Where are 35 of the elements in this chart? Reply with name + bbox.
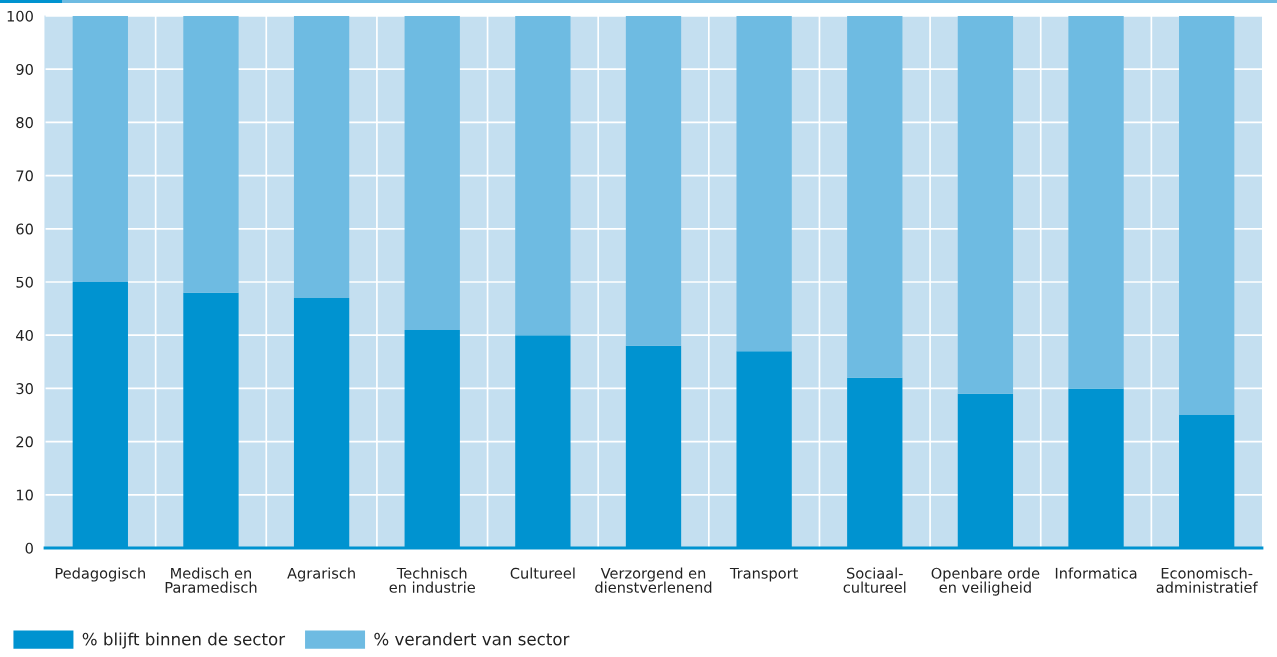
y-tick-label: 40 <box>16 329 33 341</box>
legend-label: % blijft binnen de sector <box>82 632 286 649</box>
x-tick-label: Agrarisch <box>287 567 355 582</box>
bar <box>847 16 903 378</box>
legend-label: % verandert van sector <box>374 632 570 646</box>
x-tick-label: Economisch- administratief <box>1156 567 1258 593</box>
x-tick-label: Technisch en industrie <box>389 567 475 593</box>
bar <box>404 16 460 330</box>
bar <box>515 16 571 336</box>
x-tick-label: Sociaal- cultureel <box>843 567 906 593</box>
y-tick-label: 10 <box>16 489 33 501</box>
y-tick-label: 30 <box>16 383 33 395</box>
y-tick-label: 70 <box>16 170 33 182</box>
bar <box>736 16 792 352</box>
x-tick-label: Cultureel <box>510 567 575 579</box>
x-tick-label: Pedagogisch <box>55 567 145 582</box>
y-tick-label: 100 <box>7 10 33 22</box>
y-tick-label: 90 <box>16 63 33 75</box>
y-tick-label: 20 <box>16 436 33 448</box>
bar <box>957 16 1014 394</box>
y-tick-label: 0 <box>25 542 33 554</box>
x-tick-label: Medisch en Paramedisch <box>165 567 257 593</box>
bar <box>72 16 128 282</box>
bar <box>183 16 239 293</box>
y-tick-label: 60 <box>16 223 33 235</box>
bar <box>1068 16 1124 389</box>
x-tick-label: Verzorgend en dienstverlenend <box>595 567 712 593</box>
bar <box>293 16 350 298</box>
bar <box>625 16 682 346</box>
x-tick-label: Informatica <box>1055 567 1137 579</box>
bar <box>1179 16 1235 415</box>
x-tick-label: Transport <box>729 567 798 582</box>
x-tick-label: Openbare orde en veiligheid <box>931 567 1040 596</box>
y-tick-label: 50 <box>16 276 33 288</box>
y-tick-label: 80 <box>16 117 33 129</box>
